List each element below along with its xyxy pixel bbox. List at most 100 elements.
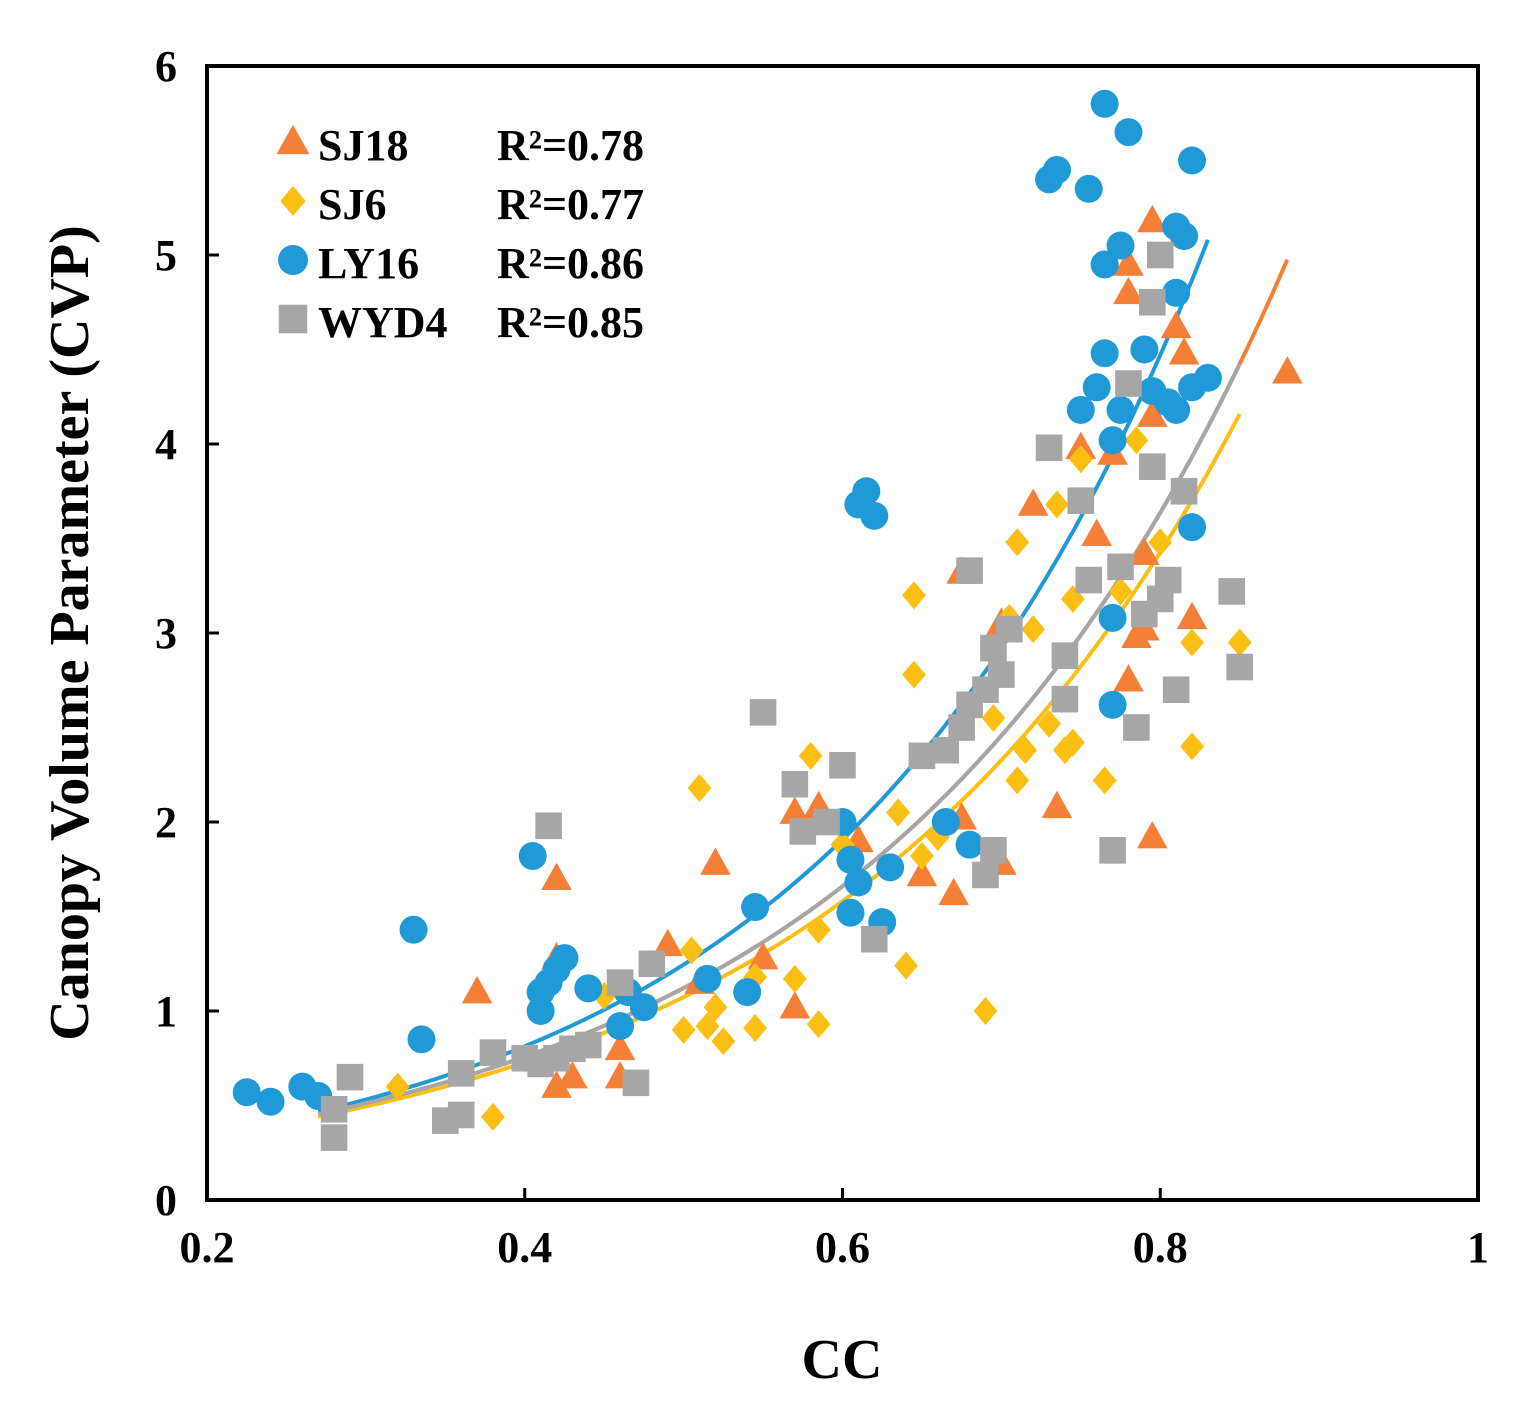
data-point	[781, 770, 809, 798]
x-tick-label: 0.6	[815, 1223, 870, 1272]
data-point	[1092, 766, 1117, 795]
data-point	[1137, 204, 1168, 233]
data-point	[749, 699, 777, 726]
data-point	[1154, 566, 1182, 594]
data-point	[1139, 453, 1166, 480]
data-point	[1098, 426, 1127, 455]
data-point	[733, 978, 762, 1007]
data-point	[1099, 837, 1126, 864]
data-point	[1068, 445, 1093, 474]
data-point	[557, 1061, 588, 1089]
x-tick-label: 1	[1467, 1223, 1489, 1272]
data-point	[1176, 601, 1208, 630]
data-point	[1081, 518, 1112, 546]
data-point	[902, 581, 926, 610]
data-point	[695, 1012, 720, 1041]
data-point	[1226, 653, 1253, 681]
data-point	[407, 1025, 436, 1054]
data-point	[782, 964, 807, 993]
data-point	[1168, 337, 1200, 365]
data-point	[1106, 231, 1135, 260]
legend-r2-sj18: R²=0.78	[497, 121, 644, 170]
data-point	[1060, 728, 1085, 757]
legend-r2-ly16: R²=0.86	[497, 239, 644, 288]
data-point	[232, 1078, 261, 1107]
data-point	[1098, 690, 1127, 719]
data-point	[1193, 363, 1222, 392]
data-point	[1137, 821, 1168, 849]
data-point	[1005, 766, 1030, 795]
data-point	[932, 736, 960, 764]
data-point	[703, 993, 728, 1022]
data-point	[320, 1095, 348, 1123]
data-point	[980, 837, 1007, 864]
data-point	[852, 477, 881, 506]
data-point	[604, 1032, 636, 1061]
data-point	[1130, 335, 1159, 364]
data-point	[1051, 642, 1079, 669]
legend-label-wyd4: WYD4	[318, 298, 448, 347]
data-point	[908, 742, 936, 770]
legend-label-sj6: SJ6	[318, 180, 386, 229]
data-point	[1148, 528, 1173, 557]
data-point	[1129, 537, 1160, 565]
data-point	[535, 812, 562, 840]
data-point	[629, 993, 658, 1022]
fit-curve-sj6	[317, 413, 1242, 1119]
y-tick-label: 1	[155, 987, 177, 1036]
fit-curves-layer	[317, 239, 1290, 1119]
y-tick-label: 4	[155, 420, 177, 469]
legend-marker-ly16	[278, 245, 308, 275]
data-point	[336, 1063, 364, 1091]
data-point	[526, 997, 555, 1025]
data-point	[1021, 615, 1046, 644]
data-point	[652, 928, 684, 957]
data-point	[902, 660, 926, 689]
data-point	[836, 898, 865, 927]
data-point	[1160, 310, 1192, 339]
data-point	[447, 1101, 475, 1129]
data-point	[1067, 487, 1095, 514]
data-point	[550, 944, 579, 973]
data-point	[1162, 278, 1191, 307]
data-points-layer	[232, 89, 1303, 1151]
legend-r2-sj6: R²=0.77	[497, 180, 644, 229]
data-point	[1115, 370, 1142, 397]
data-point	[894, 951, 918, 980]
data-point	[1074, 174, 1103, 203]
data-point	[1060, 584, 1085, 613]
data-point	[1162, 395, 1191, 424]
data-point	[1113, 248, 1144, 276]
data-point	[399, 915, 428, 944]
data-point	[679, 936, 704, 965]
data-point	[844, 868, 873, 897]
data-point	[948, 714, 975, 741]
data-point	[1108, 577, 1133, 606]
data-point	[575, 1031, 602, 1059]
data-point	[447, 1060, 475, 1087]
data-point	[931, 808, 960, 836]
legend-marker-sj18	[276, 124, 310, 155]
data-point	[1013, 736, 1038, 765]
plot-area-frame	[205, 64, 1480, 1202]
data-point	[1178, 513, 1207, 542]
y-tick-label: 0	[155, 1176, 177, 1225]
legend-marker-wyd4	[278, 304, 308, 334]
data-point	[1051, 685, 1079, 713]
y-tick-label: 3	[155, 609, 177, 658]
data-point	[1090, 89, 1119, 118]
data-point	[693, 964, 722, 993]
data-point	[1005, 528, 1030, 557]
data-point	[479, 1039, 507, 1066]
data-point	[860, 925, 888, 953]
legend-r2-wyd4: R²=0.85	[497, 298, 644, 347]
data-point	[906, 858, 938, 887]
series-wyd4-points	[320, 241, 1253, 1151]
data-point	[956, 557, 983, 584]
data-point	[1170, 222, 1199, 251]
data-point	[972, 861, 999, 889]
data-point	[541, 862, 572, 890]
data-point	[1272, 356, 1303, 384]
